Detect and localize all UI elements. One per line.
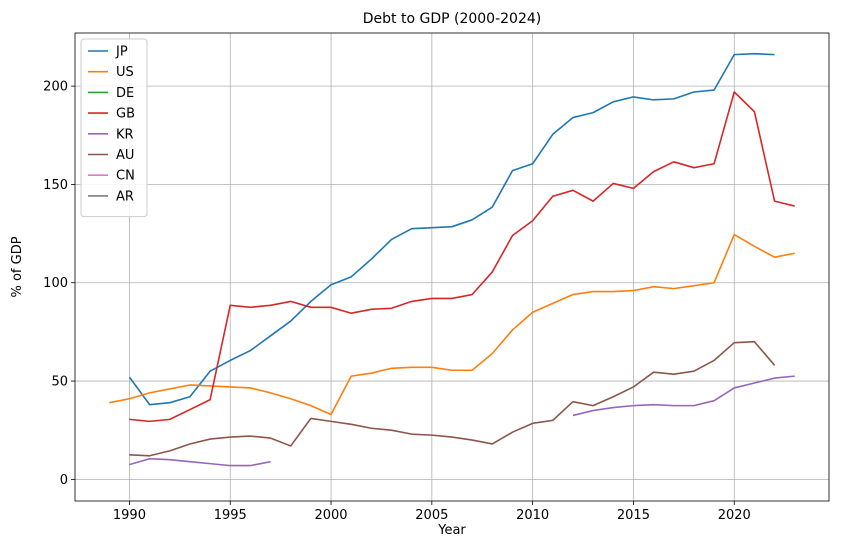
x-tick-label: 2000 xyxy=(314,508,347,523)
x-tick-label: 2020 xyxy=(718,508,751,523)
y-tick-label: 50 xyxy=(51,375,68,390)
series-line-kr xyxy=(129,457,271,467)
legend-label-us: US xyxy=(116,65,134,80)
x-tick-label: 1990 xyxy=(113,508,146,523)
legend-label-gb: GB xyxy=(116,107,135,122)
legend-label-jp: JP xyxy=(115,45,128,60)
x-tick-label: 1995 xyxy=(214,508,247,523)
chart-title: Debt to GDP (2000-2024) xyxy=(363,11,541,27)
legend-label-kr: KR xyxy=(116,127,134,142)
series-line-gb xyxy=(129,91,795,423)
series-line-au xyxy=(129,340,776,457)
y-tick-label: 200 xyxy=(43,80,68,95)
legend-label-de: DE xyxy=(116,86,134,101)
x-tick-label: 2010 xyxy=(516,508,549,523)
legend-label-ar: AR xyxy=(116,189,134,204)
legend-box xyxy=(80,38,148,218)
legend-label-cn: CN xyxy=(116,169,135,184)
series-line-jp xyxy=(128,52,775,406)
plot-frame xyxy=(74,32,830,502)
x-tick-label: 2015 xyxy=(617,508,650,523)
axes: 1990 1995 2000 2005 2010 2015 2020 0 50 100 150 200 xyxy=(43,80,751,523)
y-tick-label: 150 xyxy=(43,178,68,193)
legend-label-au: AU xyxy=(116,148,134,163)
series-line-us xyxy=(109,233,795,416)
x-tick-label: 2005 xyxy=(415,508,448,523)
series-line-kr xyxy=(572,375,795,417)
legend: JP US DE GB KR AU CN AR xyxy=(80,38,148,218)
grid xyxy=(75,33,829,501)
series-lines xyxy=(109,52,795,467)
y-tick-label: 100 xyxy=(43,276,68,291)
x-axis-label: Year xyxy=(437,523,466,538)
y-tick-label: 0 xyxy=(60,473,68,488)
y-axis-label: % of GDP xyxy=(10,236,25,297)
